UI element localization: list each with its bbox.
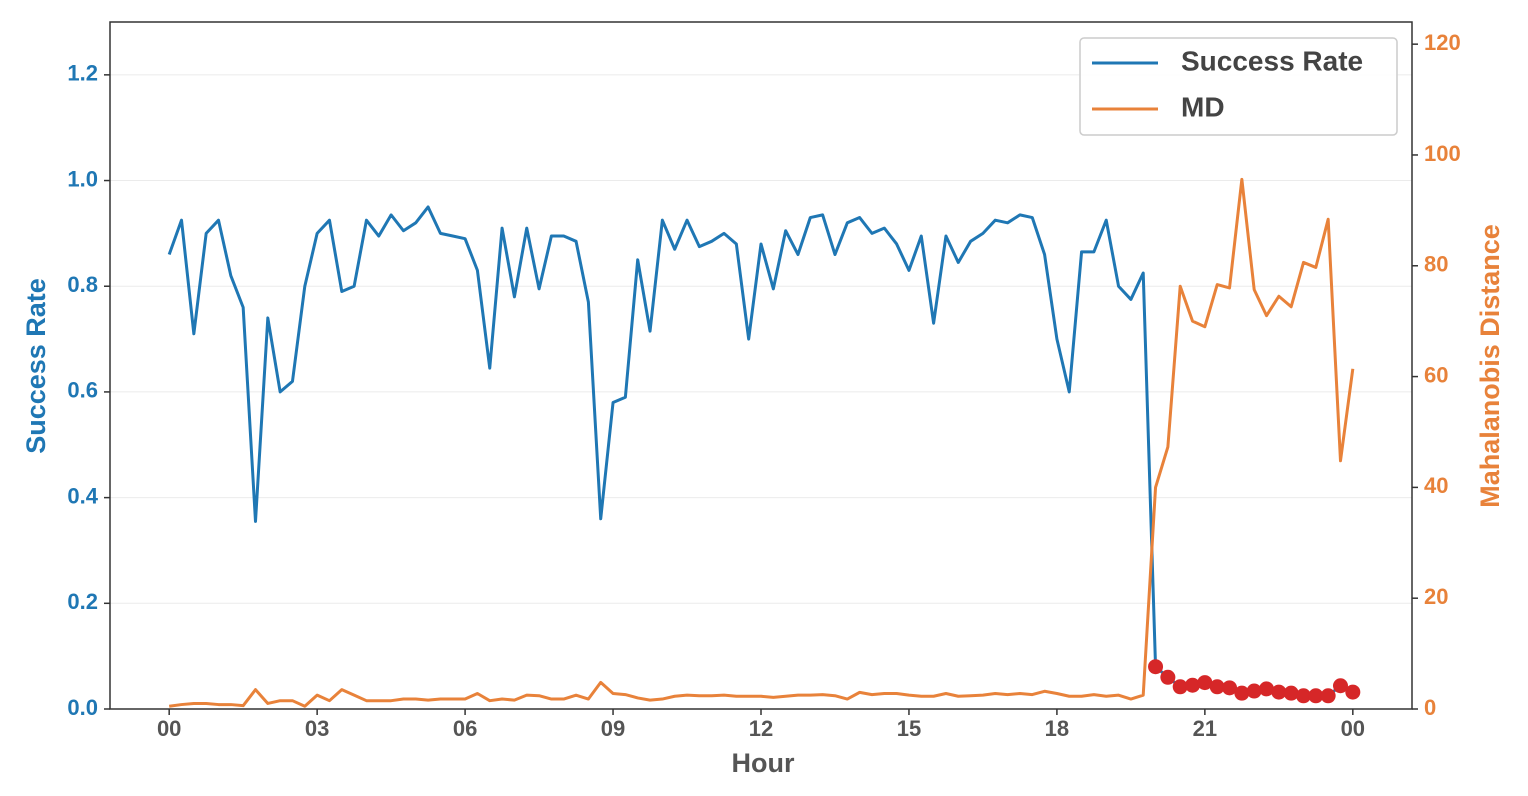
anomaly-point [1148,659,1164,675]
y-tick-label: 0.0 [67,695,98,720]
anomaly-point [1320,688,1336,704]
x-tick-label: 09 [601,716,625,741]
anomaly-point [1308,688,1324,704]
anomaly-point [1197,675,1213,691]
anomaly-point [1332,678,1348,694]
y2-tick-label: 100 [1424,141,1461,166]
y-tick-label: 0.8 [67,272,98,297]
y2-tick-label: 20 [1424,584,1448,609]
anomaly-point [1283,685,1299,701]
y-tick-label: 1.2 [67,61,98,86]
anomaly-point [1246,683,1262,699]
anomaly-point [1296,688,1311,704]
anomaly-point [1160,669,1176,685]
y-tick-label: 0.6 [67,378,98,403]
y2-tick-label: 80 [1424,252,1448,277]
x-tick-label: 18 [1045,716,1069,741]
legend: Success Rate MD [1079,37,1398,136]
y2-tick-label: 60 [1424,362,1448,387]
anomaly-point [1222,680,1238,696]
anomaly-point [1185,677,1201,693]
y2-axis-label: Mahalanobis Distance [1475,224,1505,508]
x-tick-label: 12 [749,716,773,741]
anomaly-point [1259,681,1275,697]
y-axis-label: Success Rate [21,278,51,454]
anomaly-point [1209,679,1225,695]
plot-frame [109,21,1413,710]
y-tick-label: 0.2 [67,589,98,614]
y-tick-label: 0.4 [67,483,98,508]
y2-tick-label: 0 [1424,695,1436,720]
y-tick-label: 1.0 [67,166,98,191]
legend-label: MD [1181,91,1225,122]
x-axis-label: Hour [732,748,795,778]
x-tick-label: 06 [453,716,477,741]
x-tick-label: 03 [305,716,329,741]
anomaly-point [1345,684,1361,700]
anomaly-point [1172,679,1188,695]
x-tick-label: 21 [1193,716,1217,741]
x-tick-label: 00 [1341,716,1365,741]
x-tick-label: 15 [897,716,921,741]
anomaly-point [1234,685,1250,701]
legend-box [1079,37,1398,136]
line-series [167,205,1354,698]
x-tick-label: 00 [157,716,181,741]
y2-tick-label: 40 [1424,473,1448,498]
legend-label: Success Rate [1181,45,1363,76]
anomaly-point [1271,684,1287,700]
line-series [168,177,1355,708]
y2-tick-label: 120 [1424,30,1461,55]
